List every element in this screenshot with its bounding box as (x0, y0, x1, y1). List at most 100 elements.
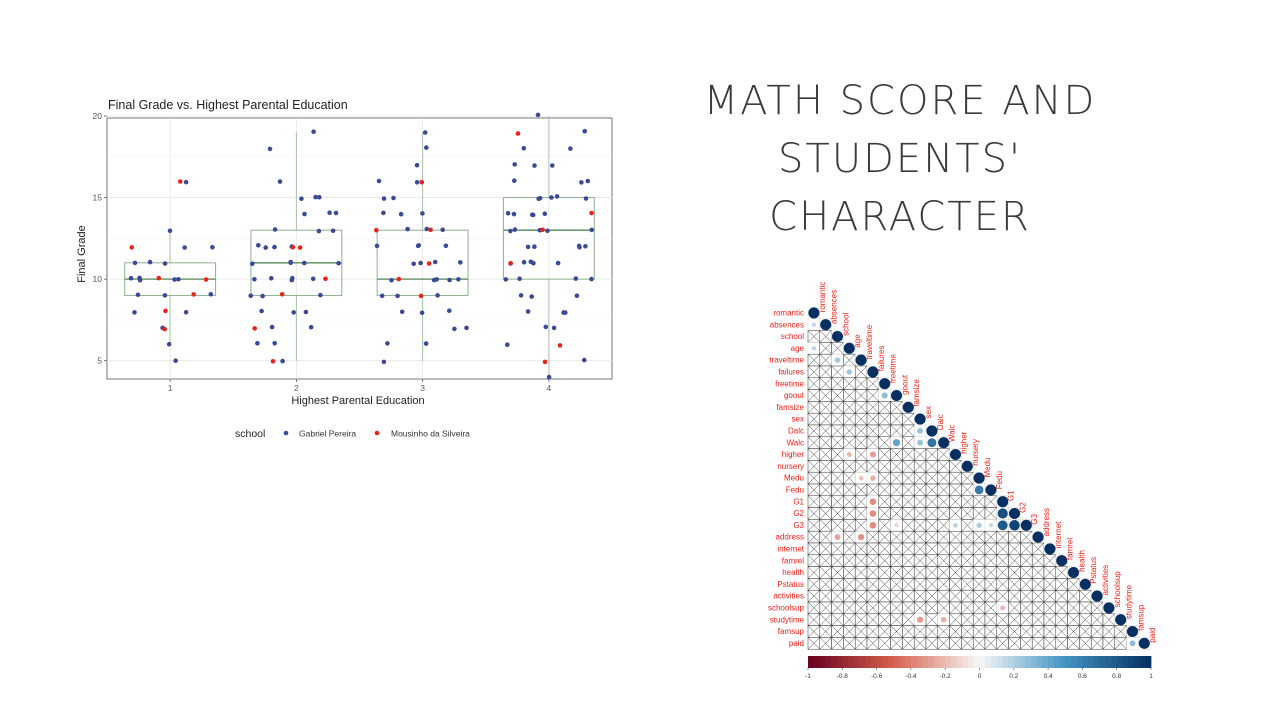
cell-pstatus-health-cross-b (1067, 578, 1080, 591)
cell-schoolsup-failures-cross-b (866, 601, 879, 614)
slide-title-line-2: STUDENTS' (778, 136, 1022, 182)
cell-activities-fedu-cross-b (984, 590, 997, 603)
cell-fedu-freetime-cross-b (878, 483, 891, 496)
point-mousinho-da-silveira-13 (418, 293, 424, 299)
col-label-medu: Medu (983, 457, 992, 477)
point-gabriel-pereira-19 (135, 292, 141, 298)
cell-address-sex-cross-b (914, 531, 927, 544)
cell-g2-dalc-cross-b (925, 507, 938, 520)
cell-nursery-age-cross-b (843, 460, 856, 473)
cell-schoolsup-health-cross-b (1067, 601, 1080, 614)
cell-paid-traveltime-cross-b (855, 637, 868, 650)
colorbar-tick-label-7: 0.4 (1044, 673, 1053, 680)
cell-famsup-address-cross-b (1032, 625, 1045, 638)
cell-internet-freetime-cross-b (878, 542, 891, 555)
cell-fedu-walc-cross-b (937, 483, 950, 496)
cell-health-g2-cross-b (1008, 566, 1021, 579)
point-gabriel-pereira-9 (173, 358, 178, 364)
point-gabriel-pereira-79 (424, 145, 429, 150)
corr-circle-traveltime-school (834, 357, 841, 363)
point-gabriel-pereira-123 (532, 163, 537, 168)
cell-traveltime-age-cross-b (843, 354, 856, 367)
cell-paid-romantic-cross-b (807, 637, 820, 650)
point-gabriel-pereira-81 (385, 341, 390, 346)
colorbar-segment-40 (1036, 656, 1043, 668)
row-label-sex: sex (792, 415, 804, 424)
cell-famsup-g3-cross-b (1020, 625, 1033, 638)
cell-studytime-traveltime-cross-b (855, 613, 868, 626)
colorbar-segment-11 (870, 656, 877, 668)
point-mousinho-da-silveira-18 (374, 227, 379, 233)
cell-health-famrel-cross-b (1055, 566, 1068, 579)
point-gabriel-pereira-87 (447, 308, 452, 314)
point-gabriel-pereira-44 (272, 341, 278, 346)
point-gabriel-pereira-55 (269, 276, 274, 281)
point-gabriel-pereira-50 (259, 308, 264, 314)
cell-famsize-freetime-cross-b (878, 401, 891, 414)
cell-failures-romantic-cross-b (807, 365, 820, 378)
cell-paid-famrel-cross-b (1055, 637, 1068, 650)
point-gabriel-pereira-132 (525, 244, 531, 250)
point-gabriel-pereira-83 (458, 260, 463, 265)
cell-g1-nursery-cross-b (961, 495, 974, 508)
cell-schoolsup-pstatus-cross-b (1079, 601, 1092, 614)
cell-g1-higher-cross-b (949, 495, 962, 508)
cell-medu-school-cross-b (831, 472, 844, 485)
diag-circle-freetime (879, 378, 891, 390)
corr-circle-higher-age (846, 451, 852, 458)
tick-label-x-0: 1 (168, 383, 173, 393)
point-gabriel-pereira-71 (405, 226, 410, 232)
cell-g3-age-cross-b (843, 519, 856, 532)
cell-schoolsup-higher-cross-b (949, 601, 962, 614)
cell-famsize-goout-cross-b (890, 401, 903, 414)
cell-activities-internet-cross-b (1043, 590, 1056, 603)
cell-address-fedu-cross-b (984, 531, 997, 544)
point-gabriel-pereira-46 (302, 260, 307, 266)
cell-sex-romantic-cross-b (807, 413, 820, 426)
cell-address-dalc-cross-b (925, 531, 938, 544)
point-gabriel-pereira-60 (419, 310, 425, 316)
col-label-studytime: studytime (1125, 584, 1134, 619)
corr-circle-fedu-medu (974, 485, 984, 495)
cell-activities-failures-cross-b (866, 590, 879, 603)
point-gabriel-pereira-34 (272, 244, 277, 250)
cell-famrel-goout-cross-b (890, 554, 903, 567)
cell-age-absences-cross-b (819, 342, 832, 355)
corr-circle-g3-fedu (988, 523, 994, 528)
point-gabriel-pereira-67 (411, 261, 417, 267)
colorbar-segment-2 (819, 656, 826, 668)
cell-paid-health-cross-b (1067, 637, 1080, 650)
cell-g3-famsize-cross-b (902, 519, 915, 532)
corr-circle-medu-failures (870, 475, 876, 481)
cell-higher-dalc-cross-b (925, 448, 938, 461)
colorbar-segment-47 (1076, 656, 1083, 668)
diag-circle-walc (938, 437, 950, 449)
cell-g2-freetime-cross-b (878, 507, 891, 520)
point-gabriel-pereira-120 (512, 178, 517, 183)
colorbar-segment-5 (836, 656, 843, 668)
cell-internet-higher-cross-b (949, 542, 962, 555)
row-label-g2: G2 (793, 509, 804, 518)
corr-circle-paid-famsup (1129, 640, 1136, 647)
legend-label-gabriel-pereira: Gabriel Pereira (299, 429, 356, 439)
cell-studytime-famsize-cross-b (902, 613, 915, 626)
cell-fedu-goout-cross-b (890, 483, 903, 496)
cell-age-school-cross-b (831, 342, 844, 355)
colorbar-segment-50 (1093, 656, 1100, 668)
point-gabriel-pereira-141 (511, 211, 517, 217)
cell-nursery-famsize-cross-b (902, 460, 915, 473)
point-mousinho-da-silveira-10 (323, 276, 328, 282)
cell-studytime-schoolsup-cross-b (1102, 613, 1115, 626)
cell-goout-traveltime-cross-b (855, 389, 868, 402)
point-mousinho-da-silveira-21 (508, 261, 513, 266)
row-label-health: health (782, 568, 804, 577)
cell-health-fedu-cross-b (984, 566, 997, 579)
row-label-schoolsup: schoolsup (768, 603, 805, 612)
diag-circle-internet (1044, 543, 1056, 555)
corr-circle-address-school (834, 534, 841, 541)
diag-circle-address (1032, 531, 1044, 543)
cell-studytime-address-cross-b (1032, 613, 1045, 626)
cell-paid-pstatus-cross-b (1079, 637, 1092, 650)
colorbar-segment-29 (973, 656, 980, 668)
cell-paid-g1-cross-b (996, 637, 1009, 650)
